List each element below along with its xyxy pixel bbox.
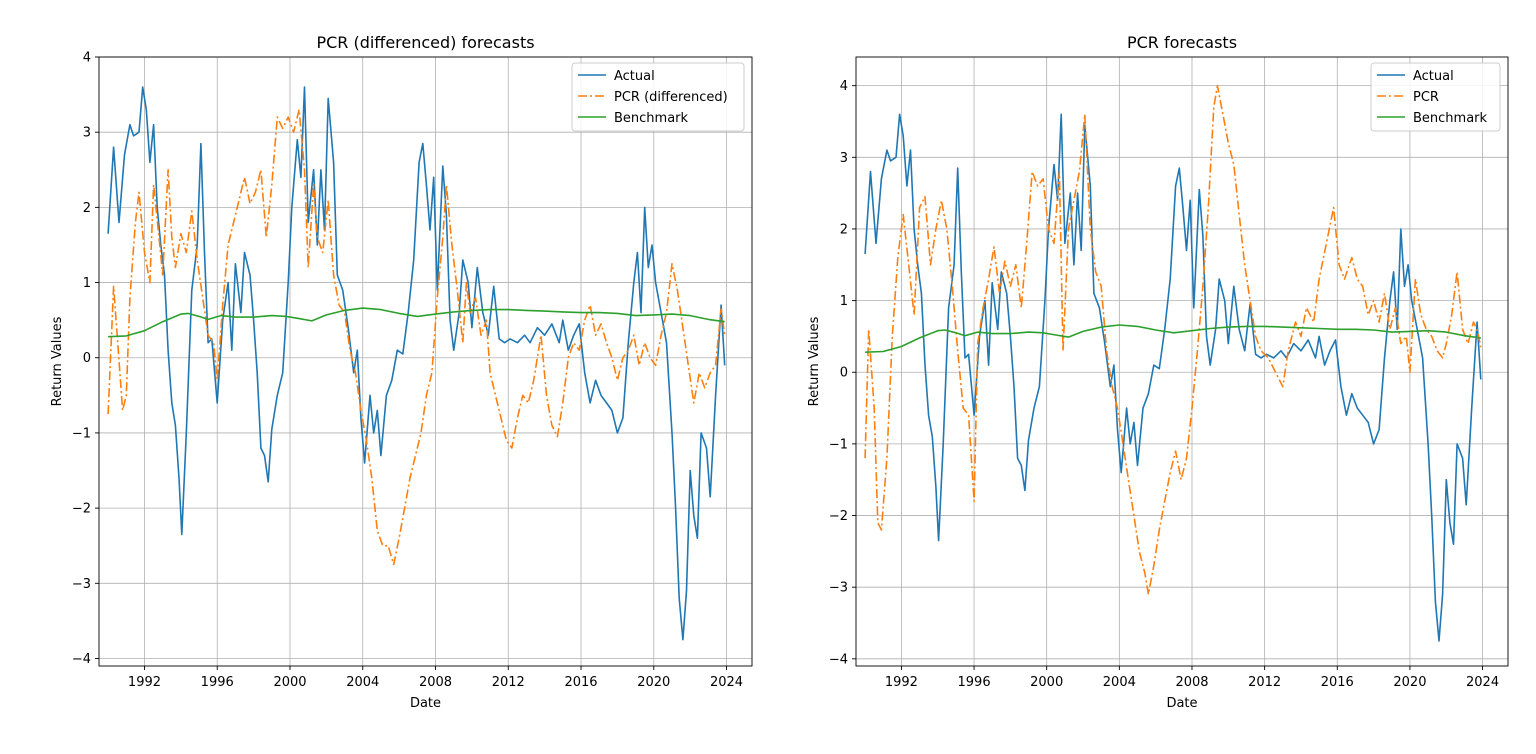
x-tick-label: 2004 xyxy=(1103,675,1136,690)
y-tick-label: 1 xyxy=(840,294,848,309)
x-tick-label: 2016 xyxy=(564,675,597,690)
chart-title: PCR forecasts xyxy=(1127,33,1237,52)
legend-label: Actual xyxy=(614,69,655,84)
y-tick-label: 4 xyxy=(83,51,91,66)
y-tick-label: −3 xyxy=(829,581,848,596)
legend: Actual PCR (differenced) Benchmark xyxy=(571,62,745,132)
x-tick-label: 2012 xyxy=(1248,675,1281,690)
x-tick-label: 2020 xyxy=(1393,675,1426,690)
x-tick-label: 2020 xyxy=(637,675,670,690)
legend-box xyxy=(571,62,745,132)
y-tick-label: −2 xyxy=(72,502,91,517)
x-tick-label: 2024 xyxy=(1466,675,1499,690)
x-tick-label: 2024 xyxy=(710,675,743,690)
y-tick-label: −1 xyxy=(72,426,91,441)
x-tick-label: 2008 xyxy=(1175,675,1208,690)
y-tick-label: −3 xyxy=(72,577,91,592)
y-tick-label: 3 xyxy=(840,151,848,166)
x-tick-label: 2008 xyxy=(419,675,452,690)
series-line-actual xyxy=(107,86,726,641)
y-tick-label: −4 xyxy=(72,652,91,667)
x-tick-label: 2016 xyxy=(1321,675,1354,690)
y-tick-label: 0 xyxy=(840,366,848,381)
x-axis-label: Date xyxy=(410,696,441,711)
y-tick-label: 3 xyxy=(83,126,91,141)
legend-label: PCR xyxy=(1413,90,1439,105)
legend-label: Benchmark xyxy=(1413,111,1488,126)
x-tick-label: 2000 xyxy=(273,675,306,690)
legend: Actual PCR Benchmark xyxy=(1370,62,1501,132)
y-tick-label: −2 xyxy=(829,509,848,524)
y-tick-label: 2 xyxy=(840,222,848,237)
legend-label: Benchmark xyxy=(614,111,689,126)
y-axis-label: Return Values xyxy=(807,316,822,406)
x-tick-label: 1996 xyxy=(958,675,991,690)
x-tick-label: 2000 xyxy=(1030,675,1063,690)
x-tick-label: 1992 xyxy=(128,675,161,690)
legend-box xyxy=(1370,62,1501,132)
y-tick-label: 1 xyxy=(83,276,91,291)
x-tick-label: 1996 xyxy=(201,675,234,690)
x-tick-label: 2004 xyxy=(346,675,379,690)
plot-area xyxy=(856,57,1508,666)
y-axis-label: Return Values xyxy=(50,316,65,406)
series-line-pcr-differenced xyxy=(107,108,726,566)
chart-panel-2: 1992 1996 2000 2004 2008 2012 2016 2020 2024 −4 −3… xyxy=(807,33,1509,711)
x-axis-label: Date xyxy=(1166,696,1197,711)
y-tick-label: 4 xyxy=(840,79,848,94)
axes-frame xyxy=(98,56,753,667)
series-line-pcr xyxy=(864,84,1482,596)
chart-title: PCR (differenced) forecasts xyxy=(316,33,534,52)
legend-label: PCR (differenced) xyxy=(614,90,728,105)
chart-panel-1: 1992 1996 2000 2004 2008 2012 2016 2020 2024 −4 −3… xyxy=(50,33,753,711)
y-tick-label: 0 xyxy=(83,351,91,366)
plot-area xyxy=(99,57,752,666)
x-tick-label: 1992 xyxy=(885,675,918,690)
y-tick-label: −4 xyxy=(829,652,848,667)
series-line-benchmark xyxy=(108,307,725,338)
series-line-benchmark xyxy=(865,324,1481,353)
y-tick-label: −1 xyxy=(829,437,848,452)
y-tick-label: 2 xyxy=(83,201,91,216)
x-tick-label: 2012 xyxy=(492,675,525,690)
axes-frame xyxy=(855,56,1509,667)
legend-label: Actual xyxy=(1413,69,1454,84)
